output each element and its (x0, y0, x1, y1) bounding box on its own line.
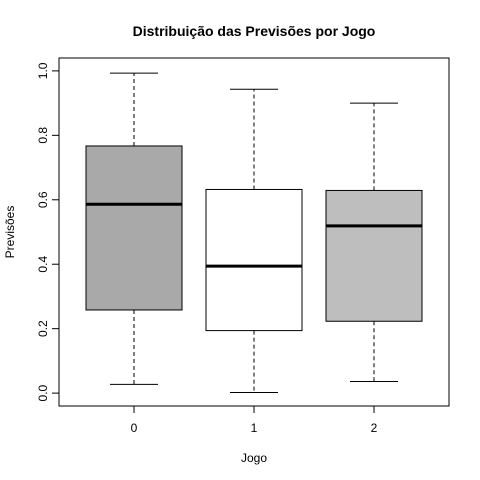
box-1 (205, 188, 303, 332)
y-tick-label: 0.0 (36, 384, 50, 401)
chart-title: Distribuição das Previsões por Jogo (133, 23, 376, 39)
box-0 (85, 145, 183, 311)
y-tick-label: 0.2 (36, 320, 50, 337)
y-tick-label: 1.0 (36, 62, 50, 79)
x-tick-label: 0 (131, 421, 138, 435)
box-2 (325, 189, 423, 322)
y-tick-label: 0.8 (36, 127, 50, 144)
x-tick-label: 2 (371, 421, 378, 435)
y-tick-label: 0.4 (36, 256, 50, 273)
plot-area: 0.0 0.2 0.4 0.6 0.8 1.0 0 1 2 (36, 57, 450, 435)
x-axis-label: Jogo (241, 451, 267, 465)
y-axis-label: Previsões (3, 206, 17, 259)
y-tick-label: 0.6 (36, 191, 50, 208)
x-tick-label: 1 (251, 421, 258, 435)
